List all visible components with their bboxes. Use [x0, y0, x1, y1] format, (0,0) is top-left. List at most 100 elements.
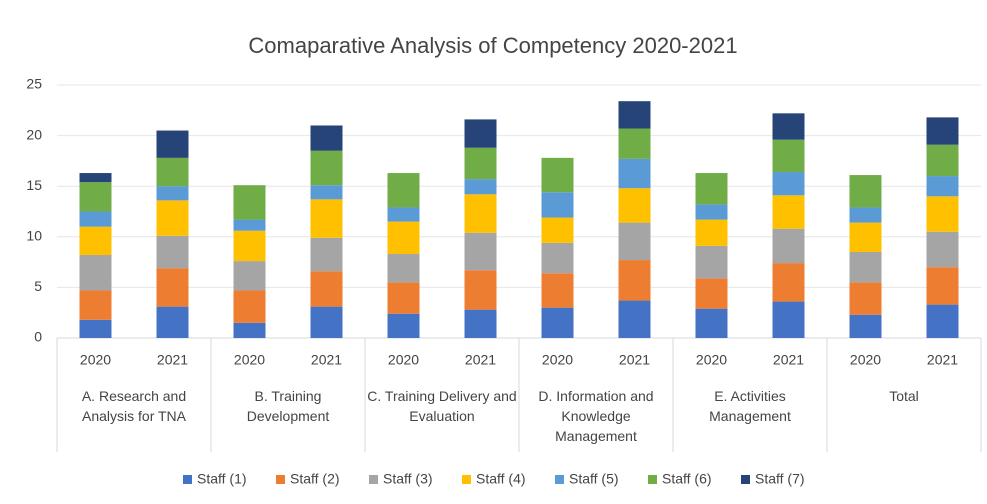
bar-segment — [541, 307, 574, 338]
bar-segment — [310, 271, 343, 307]
bar-segment — [618, 128, 651, 159]
bar-segment — [387, 221, 420, 255]
bar-segment — [695, 308, 728, 338]
bar-segment — [541, 217, 574, 243]
bar-segment — [849, 314, 882, 338]
bar-segment — [79, 290, 112, 320]
group-label: E. Activities Management — [709, 388, 791, 424]
bar-segment — [79, 319, 112, 338]
bar-segment — [464, 179, 497, 195]
bar-segment — [695, 245, 728, 279]
y-tick-label: 5 — [34, 278, 42, 294]
bar-segment — [310, 185, 343, 200]
bar-segment — [464, 194, 497, 233]
bar-segment — [79, 173, 112, 183]
bar-segment — [156, 268, 189, 307]
bar-segment — [849, 222, 882, 252]
legend-swatch — [276, 475, 285, 484]
bar-segment — [387, 313, 420, 338]
bar-segment — [233, 219, 266, 231]
group-label: Total — [889, 388, 919, 404]
bar-segment — [695, 173, 728, 205]
bar-segment — [464, 309, 497, 338]
x-tick-label: 2020 — [542, 352, 573, 368]
bar-segment — [310, 150, 343, 186]
bar-segment — [156, 186, 189, 201]
bar-segment — [926, 196, 959, 232]
bar-segment — [618, 300, 651, 338]
legend-label: Staff (6) — [662, 471, 712, 487]
bar-segment — [464, 270, 497, 310]
legend-swatch — [555, 475, 564, 484]
bar-segment — [310, 306, 343, 338]
bar-segment — [926, 304, 959, 338]
bar-segment — [541, 192, 574, 218]
x-tick-label: 2020 — [80, 352, 111, 368]
bar-segment — [541, 242, 574, 274]
bar-segment — [849, 175, 882, 208]
x-tick-label: 2020 — [696, 352, 727, 368]
bar-segment — [541, 273, 574, 308]
group-label: D. Information and Knowledge Management — [538, 388, 654, 444]
bar-segment — [926, 176, 959, 197]
bar-segment — [79, 255, 112, 291]
chart-title: Comaparative Analysis of Competency 2020… — [248, 33, 737, 58]
bar-segment — [695, 278, 728, 309]
bar-segment — [233, 261, 266, 291]
bar-segment — [849, 207, 882, 223]
legend-label: Staff (1) — [197, 471, 247, 487]
bar-segment — [387, 254, 420, 283]
y-tick-label: 15 — [26, 177, 42, 193]
bar-segment — [387, 207, 420, 222]
bar-segment — [695, 219, 728, 246]
bar-segment — [464, 119, 497, 148]
bar-segment — [772, 172, 805, 196]
bar-segment — [849, 251, 882, 283]
legend-label: Staff (3) — [383, 471, 433, 487]
bar-segment — [156, 306, 189, 338]
bar-segment — [772, 263, 805, 302]
legend-swatch — [648, 475, 657, 484]
bar-segment — [926, 231, 959, 268]
y-tick-label: 0 — [34, 329, 42, 345]
bar-segment — [926, 267, 959, 305]
bar-segment — [618, 158, 651, 189]
bar-segment — [156, 235, 189, 269]
bar-segment — [849, 282, 882, 315]
bar-segment — [772, 195, 805, 229]
x-tick-label: 2021 — [157, 352, 188, 368]
y-tick-label: 10 — [26, 228, 42, 244]
legend-swatch — [741, 475, 750, 484]
bar-segment — [772, 113, 805, 140]
bar-segment — [772, 301, 805, 338]
bar-segment — [464, 232, 497, 271]
bar-segment — [233, 185, 266, 220]
legend-label: Staff (2) — [290, 471, 340, 487]
x-tick-label: 2021 — [619, 352, 650, 368]
bar-segment — [310, 125, 343, 151]
bar-segment — [310, 199, 343, 238]
bar-segment — [618, 260, 651, 301]
x-tick-label: 2021 — [465, 352, 496, 368]
bar-segment — [541, 157, 574, 193]
y-tick-label: 20 — [26, 126, 42, 142]
legend-swatch — [183, 475, 192, 484]
bar-segment — [156, 157, 189, 187]
bar-segment — [926, 144, 959, 177]
bar-segment — [310, 237, 343, 272]
bar-segment — [156, 130, 189, 158]
bar-segment — [387, 282, 420, 314]
x-tick-label: 2021 — [773, 352, 804, 368]
group-label: B. Training Development — [246, 388, 330, 424]
x-tick-label: 2020 — [850, 352, 881, 368]
legend-label: Staff (4) — [476, 471, 526, 487]
bar-segment — [695, 204, 728, 220]
group-label: A. Research and Analysis for TNA — [81, 388, 187, 424]
group-label: C. Training Delivery and Evaluation — [367, 388, 517, 424]
bar-segment — [79, 226, 112, 256]
bar-segment — [156, 200, 189, 236]
bar-segment — [79, 211, 112, 227]
bar-segment — [387, 173, 420, 208]
